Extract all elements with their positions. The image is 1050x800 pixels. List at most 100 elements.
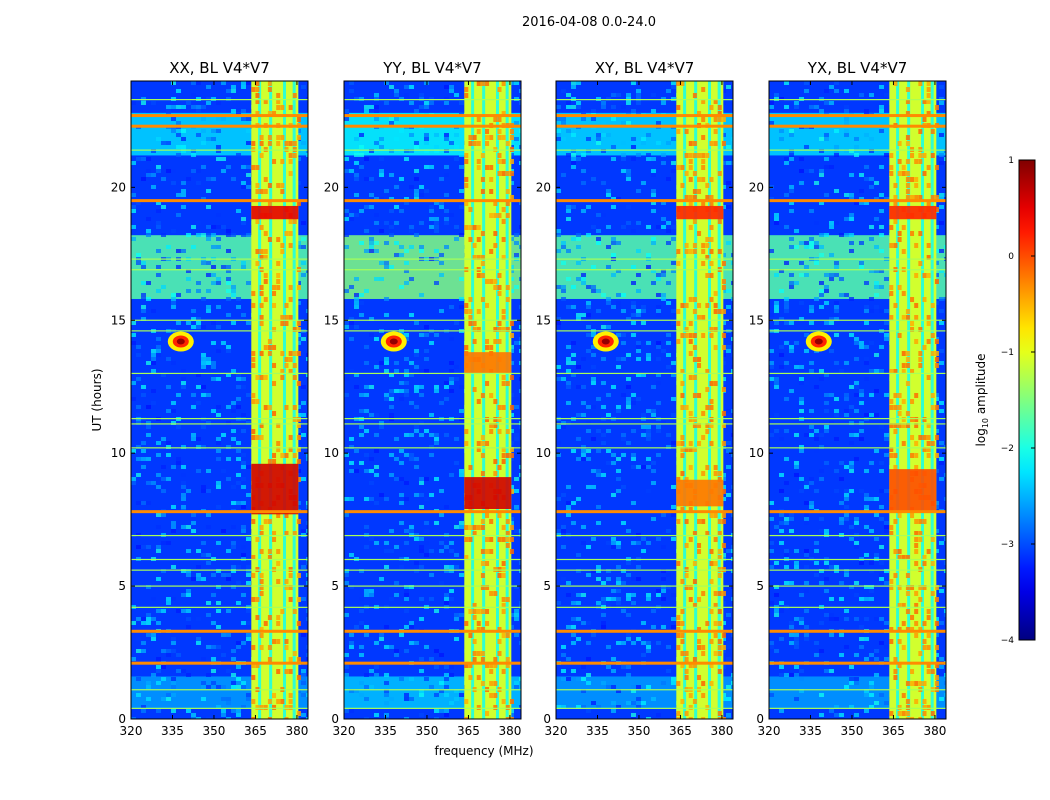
rfi-stripe (907, 81, 911, 719)
panel-frame (130, 80, 309, 720)
y-tick-label: 20 (111, 180, 126, 194)
y-tick-label: 15 (536, 313, 551, 327)
x-axis-label: frequency (MHz) (434, 744, 533, 758)
heatmap-image (769, 81, 946, 719)
horizontal-rfi-line (344, 199, 521, 203)
colorbar-tick-label: 1 (1008, 156, 1014, 166)
horizontal-rfi-line (769, 269, 946, 271)
rfi-stripe (683, 81, 687, 719)
x-tick-label: 365 (244, 724, 267, 738)
x-tick-label: 335 (799, 724, 822, 738)
x-tick-label: 350 (841, 724, 864, 738)
heatmap-panel-4: YX, BL V4*V7 320 335 350 365 380 0 5 10 15 20 (749, 59, 947, 738)
horizontal-rfi-line (344, 558, 521, 561)
horizontal-rfi-line (556, 372, 733, 375)
horizontal-rfi-line (344, 330, 521, 332)
horizontal-rfi-line (131, 149, 308, 151)
horizontal-rfi-line (344, 418, 521, 420)
y-tick-label: 20 (749, 180, 764, 194)
y-tick-label: 5 (331, 579, 339, 593)
horizontal-rfi-line (556, 269, 733, 271)
horizontal-rfi-line (131, 199, 308, 203)
horizontal-rfi-line (131, 99, 308, 101)
rfi-stripe (471, 81, 475, 719)
horizontal-rfi-line (769, 114, 946, 118)
horizontal-rfi-line (556, 99, 733, 101)
horizontal-rfi-line (131, 372, 308, 375)
horizontal-rfi-line (556, 330, 733, 332)
horizontal-rfi-line (131, 269, 308, 271)
colorbar-gradient (1018, 159, 1036, 641)
horizontal-rfi-line (344, 258, 521, 260)
horizontal-rfi-line (769, 149, 946, 151)
y-tick-label: 15 (749, 313, 764, 327)
horizontal-rfi-line (344, 447, 521, 449)
point-source-core (176, 338, 185, 345)
colorbar: 1 0 −1 −2 −3 −4 (1001, 156, 1036, 646)
horizontal-rfi-line (769, 707, 946, 709)
horizontal-rfi-line (769, 534, 946, 537)
x-tick-label: 320 (120, 724, 143, 738)
horizontal-rfi-line (131, 510, 308, 514)
rfi-stripe (495, 81, 499, 719)
y-tick-label: 5 (543, 579, 551, 593)
colorbar-tick-label: −4 (1001, 636, 1015, 646)
horizontal-rfi-line (131, 258, 308, 260)
horizontal-rfi-line (131, 330, 308, 332)
horizontal-rfi-line (769, 124, 946, 128)
rfi-burst (889, 469, 937, 512)
horizontal-rfi-line (556, 510, 733, 514)
horizontal-rfi-line (131, 447, 308, 449)
horizontal-rfi-line (556, 689, 733, 691)
rfi-burst (889, 205, 937, 220)
horizontal-rfi-line (344, 689, 521, 691)
rfi-stripe (269, 81, 273, 719)
y-tick-label: 0 (331, 712, 339, 726)
horizontal-rfi-line (344, 510, 521, 514)
panel-title: YX, BL V4*V7 (807, 59, 908, 77)
horizontal-rfi-line (131, 124, 308, 128)
rfi-stripe (505, 81, 509, 719)
rfi-burst (464, 477, 512, 509)
horizontal-rfi-line (556, 319, 733, 321)
rfi-burst (464, 352, 512, 374)
x-tick-label: 380 (498, 724, 521, 738)
horizontal-rfi-line (769, 447, 946, 449)
x-tick-label: 335 (586, 724, 609, 738)
horizontal-rfi-line (344, 423, 521, 425)
horizontal-rfi-line (556, 534, 733, 537)
x-tick-label: 350 (628, 724, 651, 738)
horizontal-rfi-line (131, 707, 308, 709)
x-tick-label: 365 (882, 724, 905, 738)
x-tick-label: 320 (758, 724, 781, 738)
horizontal-rfi-line (769, 372, 946, 375)
horizontal-rfi-line (131, 689, 308, 691)
x-tick-label: 380 (285, 724, 308, 738)
x-tick-label: 335 (374, 724, 397, 738)
colorbar-label: log10 amplitude (974, 354, 990, 447)
horizontal-rfi-line (556, 447, 733, 449)
y-axis-label: UT (hours) (90, 368, 104, 431)
rfi-stripe (896, 81, 900, 719)
panel-frame (768, 80, 947, 720)
y-tick-label: 10 (536, 446, 551, 460)
rfi-stripe (920, 81, 924, 719)
y-tick-label: 10 (111, 446, 126, 460)
heatmap-image (556, 81, 733, 719)
horizontal-rfi-line (769, 418, 946, 420)
horizontal-rfi-line (556, 585, 733, 587)
horizontal-rfi-line (769, 330, 946, 332)
horizontal-rfi-line (769, 569, 946, 571)
rfi-burst (676, 479, 724, 507)
rfi-burst (251, 463, 299, 515)
colorbar-tick-label: 0 (1008, 252, 1014, 262)
horizontal-rfi-line (131, 418, 308, 420)
panel-title: YY, BL V4*V7 (382, 59, 481, 77)
y-tick-label: 0 (118, 712, 126, 726)
x-tick-label: 380 (710, 724, 733, 738)
panel-frame (343, 80, 522, 720)
horizontal-rfi-line (556, 199, 733, 203)
horizontal-rfi-line (131, 558, 308, 561)
